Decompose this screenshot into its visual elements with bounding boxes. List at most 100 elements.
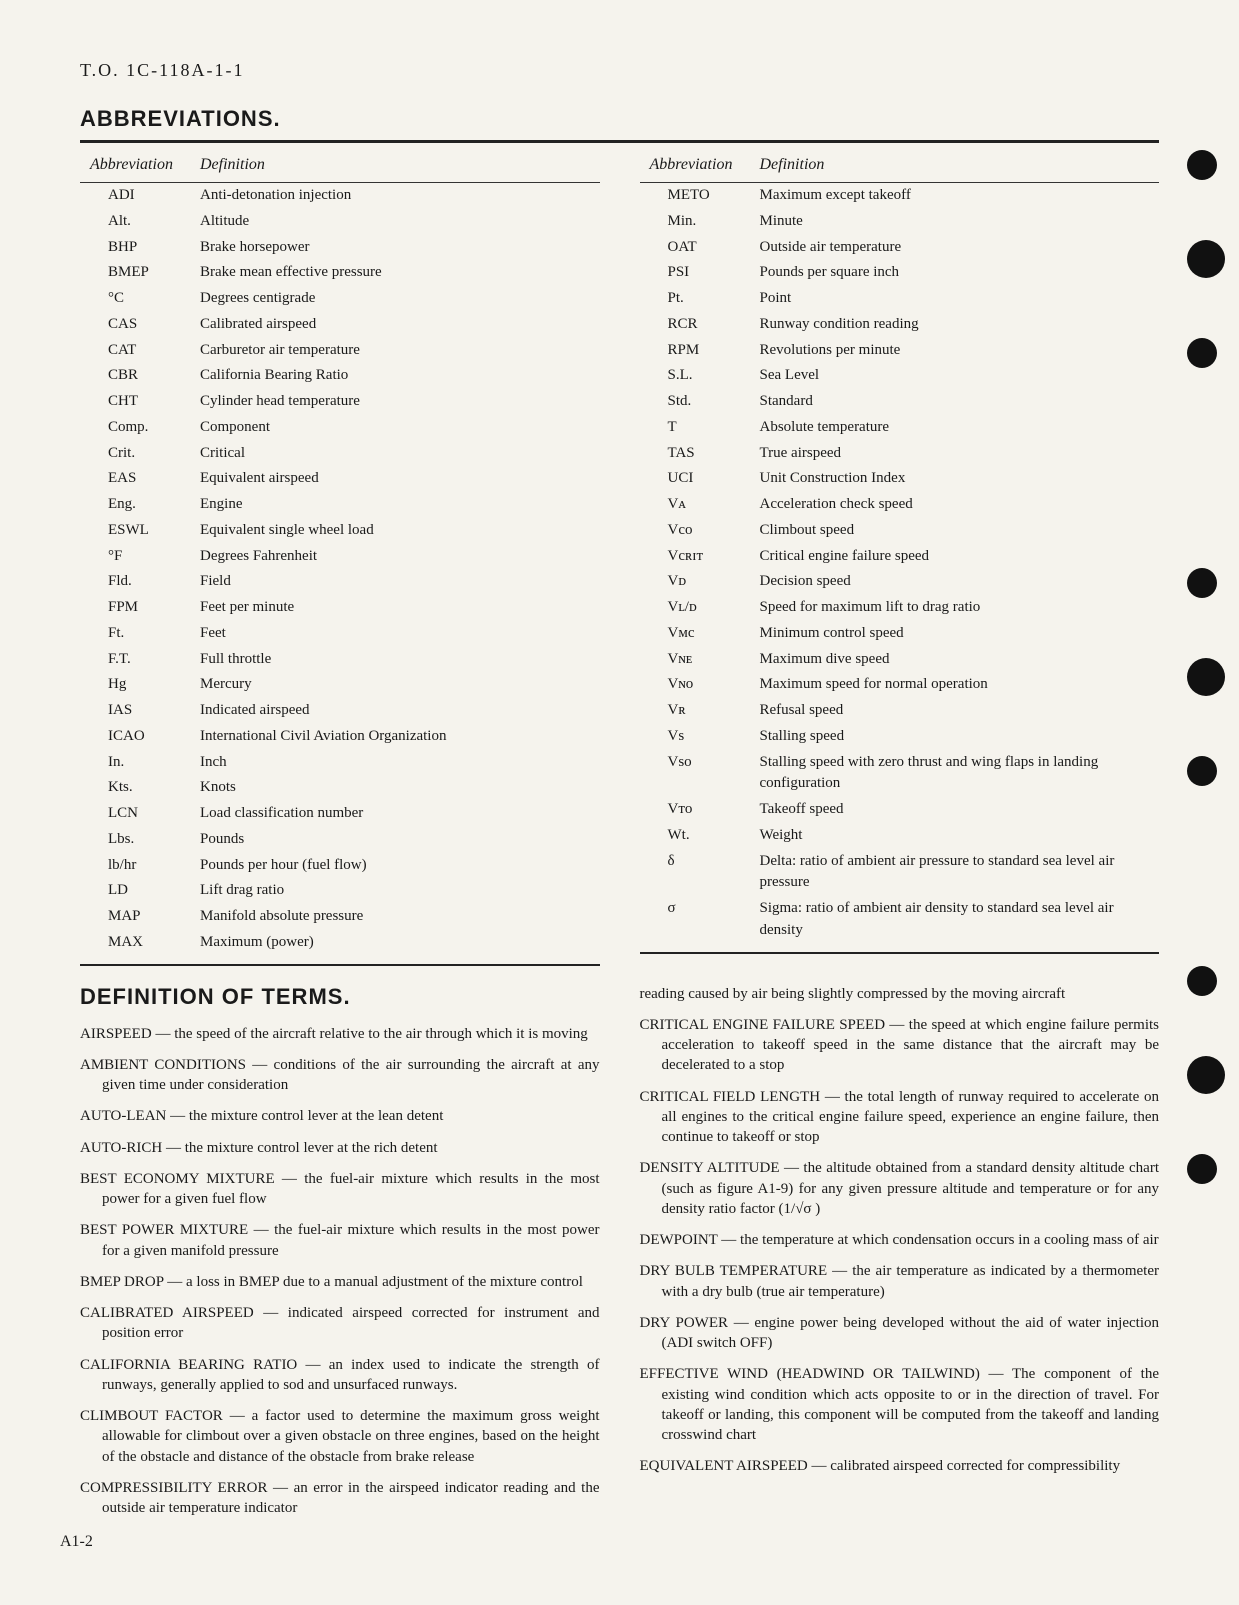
def-cell: Lift drag ratio: [200, 878, 600, 904]
definition-text: — the mixture control lever at the rich …: [162, 1140, 437, 1156]
table-row: EASEquivalent airspeed: [80, 466, 600, 492]
def-cell: Maximum speed for normal operation: [760, 672, 1160, 698]
table-row: RCRRunway condition reading: [640, 312, 1160, 338]
table-row: BHPBrake horsepower: [80, 235, 600, 261]
table-row: TAbsolute temperature: [640, 415, 1160, 441]
def-cell: True airspeed: [760, 441, 1160, 467]
abbr-cell: Vcʀɪᴛ: [640, 544, 760, 570]
abbr-cell: °F: [80, 544, 200, 570]
def-cell: Stalling speed: [760, 724, 1160, 750]
definition-item: DRY POWER — engine power being developed…: [640, 1313, 1160, 1354]
def-cell: Runway condition reading: [760, 312, 1160, 338]
def-cell: Pounds per hour (fuel flow): [200, 853, 600, 879]
definition-item: CALIBRATED AIRSPEED — indicated airspeed…: [80, 1303, 600, 1344]
definition-item: CLIMBOUT FACTOR — a factor used to deter…: [80, 1406, 600, 1467]
abbr-cell: Pt.: [640, 286, 760, 312]
abbr-cell: lb/hr: [80, 853, 200, 879]
definition-term: COMPRESSIBILITY ERROR: [80, 1480, 268, 1496]
definition-term: AUTO-LEAN: [80, 1108, 166, 1124]
rule-right-bottom: [640, 952, 1160, 954]
table-row: σSigma: ratio of ambient air density to …: [640, 896, 1160, 944]
abbreviations-heading: ABBREVIATIONS.: [80, 106, 1159, 132]
abbr-cell: CAT: [80, 338, 200, 364]
abbr-cell: δ: [640, 849, 760, 897]
definitions-columns: DEFINITION OF TERMS. AIRSPEED — the spee…: [80, 966, 1159, 1530]
abbr-cell: Vᴀ: [640, 492, 760, 518]
table-row: ICAOInternational Civil Aviation Organiz…: [80, 724, 600, 750]
table-row: Std.Standard: [640, 389, 1160, 415]
abbr-cell: RCR: [640, 312, 760, 338]
table-row: Ft.Feet: [80, 621, 600, 647]
table-row: UCIUnit Construction Index: [640, 466, 1160, 492]
document-id: T.O. 1C-118A-1-1: [80, 60, 1159, 81]
definition-item: COMPRESSIBILITY ERROR — an error in the …: [80, 1478, 600, 1519]
def-cell: International Civil Aviation Organizatio…: [200, 724, 600, 750]
table-row: MAPManifold absolute pressure: [80, 904, 600, 930]
def-cell: Maximum dive speed: [760, 647, 1160, 673]
abbr-cell: Hg: [80, 672, 200, 698]
table-row: S.L.Sea Level: [640, 363, 1160, 389]
definition-term: AMBIENT CONDITIONS: [80, 1057, 246, 1073]
abbr-cell: UCI: [640, 466, 760, 492]
definitions-left: AIRSPEED — the speed of the aircraft rel…: [80, 1024, 600, 1519]
table-row: CATCarburetor air temperature: [80, 338, 600, 364]
definition-item: DENSITY ALTITUDE — the altitude obtained…: [640, 1158, 1160, 1219]
table-row: OATOutside air temperature: [640, 235, 1160, 261]
table-row: Comp.Component: [80, 415, 600, 441]
def-cell: Equivalent airspeed: [200, 466, 600, 492]
definition-item: CRITICAL ENGINE FAILURE SPEED — the spee…: [640, 1015, 1160, 1076]
definition-item: CALIFORNIA BEARING RATIO — an index used…: [80, 1355, 600, 1396]
page: T.O. 1C-118A-1-1 ABBREVIATIONS. Abbrevia…: [0, 0, 1239, 1569]
table-row: HgMercury: [80, 672, 600, 698]
abbr-cell: Alt.: [80, 209, 200, 235]
def-cell: Pounds per square inch: [760, 260, 1160, 286]
table-row: BMEPBrake mean effective pressure: [80, 260, 600, 286]
def-cell: Mercury: [200, 672, 600, 698]
abbr-cell: σ: [640, 896, 760, 944]
abbr-cell: Min.: [640, 209, 760, 235]
hole-icon: [1187, 240, 1225, 278]
definition-text: — a loss in BMEP due to a manual adjustm…: [164, 1274, 583, 1290]
abbr-cell: Vco: [640, 518, 760, 544]
definition-item: BEST ECONOMY MIXTURE — the fuel-air mixt…: [80, 1169, 600, 1210]
abbr-cell: Vᴍc: [640, 621, 760, 647]
def-cell: Brake mean effective pressure: [200, 260, 600, 286]
def-cell: Altitude: [200, 209, 600, 235]
abbr-cell: Fld.: [80, 569, 200, 595]
def-cell: Degrees Fahrenheit: [200, 544, 600, 570]
def-cell: Stalling speed with zero thrust and wing…: [760, 750, 1160, 798]
abbr-cell: In.: [80, 750, 200, 776]
abbr-cell: EAS: [80, 466, 200, 492]
table-row: Vʟ/ᴅSpeed for maximum lift to drag ratio: [640, 595, 1160, 621]
table-row: Kts.Knots: [80, 775, 600, 801]
def-cell: Feet per minute: [200, 595, 600, 621]
binder-holes: [1187, 150, 1225, 1244]
definition-text: — the temperature at which condensation …: [718, 1232, 1159, 1248]
abbr-cell: Vso: [640, 750, 760, 798]
definition-term: CRITICAL ENGINE FAILURE SPEED: [640, 1017, 886, 1033]
definition-term: DRY POWER: [640, 1315, 729, 1331]
def-cell: Climbout speed: [760, 518, 1160, 544]
table-row: LCNLoad classification number: [80, 801, 600, 827]
table-row: VcoClimbout speed: [640, 518, 1160, 544]
table-row: Fld.Field: [80, 569, 600, 595]
table-row: CHTCylinder head temperature: [80, 389, 600, 415]
def-cell: Delta: ratio of ambient air pressure to …: [760, 849, 1160, 897]
def-cell: Manifold absolute pressure: [200, 904, 600, 930]
def-cell: Revolutions per minute: [760, 338, 1160, 364]
page-number: A1-2: [60, 1533, 93, 1551]
table-row: ADIAnti-detonation injection: [80, 183, 600, 209]
table-row: VʀRefusal speed: [640, 698, 1160, 724]
definition-text: — calibrated airspeed corrected for comp…: [808, 1458, 1120, 1474]
abbr-cell: T: [640, 415, 760, 441]
table-row: VᴍcMinimum control speed: [640, 621, 1160, 647]
hole-icon: [1187, 150, 1217, 180]
def-cell: Full throttle: [200, 647, 600, 673]
abbreviation-col-right: Abbreviation Definition METOMaximum exce…: [640, 149, 1160, 966]
definition-term: BEST ECONOMY MIXTURE: [80, 1171, 275, 1187]
hole-icon: [1187, 338, 1217, 368]
abbreviation-columns: Abbreviation Definition ADIAnti-detonati…: [80, 149, 1159, 966]
table-row: LDLift drag ratio: [80, 878, 600, 904]
def-cell: California Bearing Ratio: [200, 363, 600, 389]
table-row: Alt.Altitude: [80, 209, 600, 235]
